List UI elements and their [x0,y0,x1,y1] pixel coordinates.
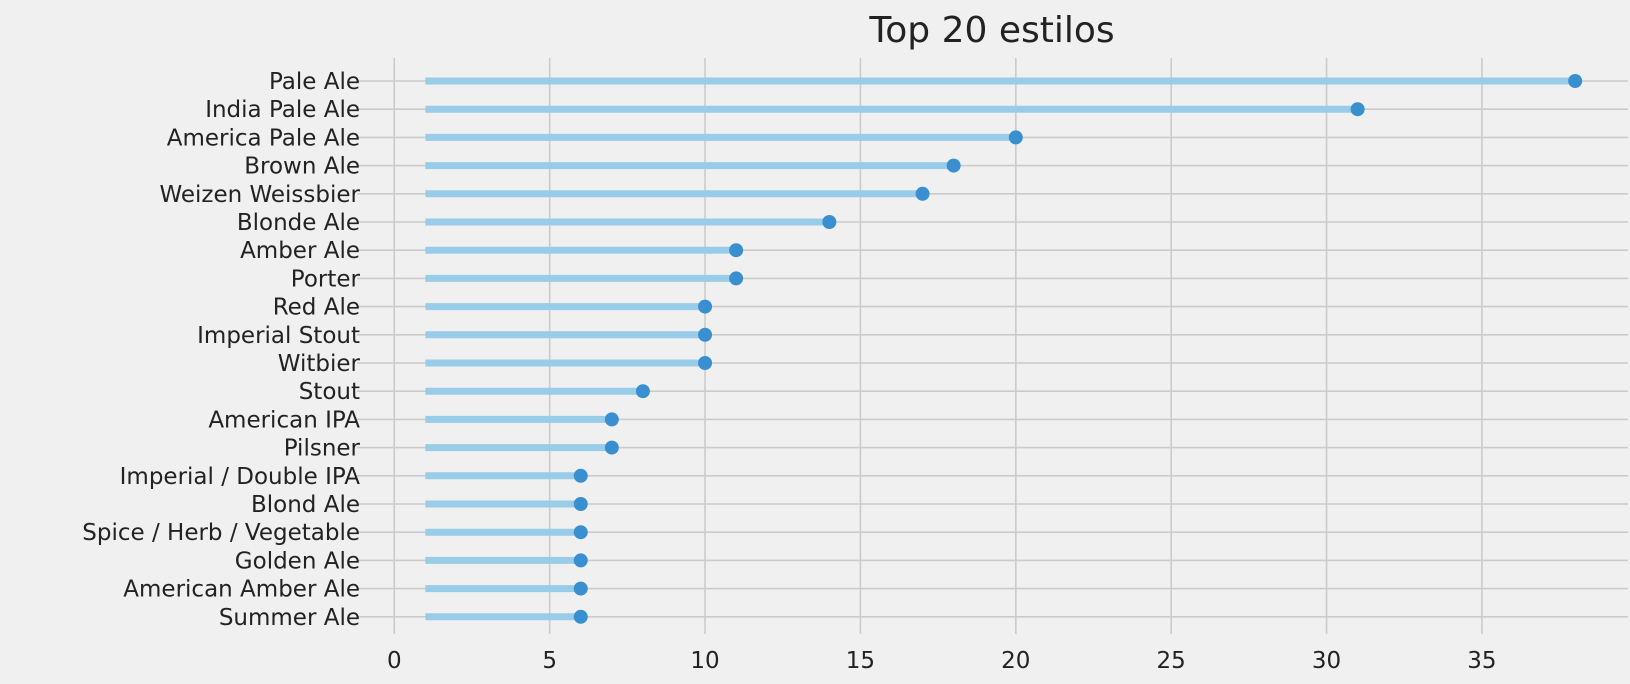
marker-18 [573,581,588,596]
category-label-16: Spice / Herb / Vegetable [82,520,360,546]
category-label-8: Red Ale [273,295,360,321]
x-tick-label-30: 30 [1312,648,1341,674]
category-label-18: American Amber Ale [123,577,360,603]
category-label-0: Pale Ale [269,69,360,95]
marker-4 [915,186,930,201]
x-tick-label-20: 20 [1001,648,1030,674]
x-tick-label-5: 5 [542,648,557,674]
category-label-14: Imperial / Double IPA [120,464,361,490]
marker-16 [573,525,588,540]
x-tick-label-15: 15 [846,648,875,674]
marker-8 [698,299,713,314]
category-label-9: Imperial Stout [197,323,360,349]
marker-9 [698,327,713,342]
x-tick-label-0: 0 [387,648,402,674]
marker-10 [698,356,713,370]
x-axis-ticks: 0 5 10 15 20 25 30 35 [387,648,1497,674]
category-label-13: Pilsner [284,436,361,462]
category-label-2: America Pale Ale [167,125,360,151]
category-label-19: Summer Ale [219,605,360,631]
markers [573,74,1583,624]
category-label-7: Porter [291,266,361,292]
category-label-12: American IPA [208,407,360,433]
x-tick-label-35: 35 [1467,648,1496,674]
marker-5 [822,215,837,229]
category-label-17: Golden Ale [235,548,360,574]
marker-3 [946,158,961,173]
marker-13 [604,440,619,455]
category-label-6: Amber Ale [240,238,360,264]
marker-12 [604,412,619,427]
category-label-3: Brown Ale [244,154,360,180]
marker-1 [1350,102,1365,117]
chart-title: Top 20 estilos [868,10,1114,51]
stems [425,77,1576,621]
marker-11 [635,384,650,399]
category-label-5: Blonde Ale [237,210,360,236]
x-tick-label-25: 25 [1157,648,1186,674]
category-label-15: Blond Ale [251,492,360,518]
category-label-4: Weizen Weissbier [159,182,360,208]
marker-0 [1568,74,1583,88]
marker-14 [573,468,588,483]
marker-15 [573,497,588,511]
x-tick-label-10: 10 [690,648,719,674]
marker-2 [1008,130,1023,145]
category-label-11: Stout [299,379,360,405]
marker-19 [573,609,588,624]
category-label-1: India Pale Ale [205,97,360,123]
category-label-10: Witbier [278,351,361,377]
marker-7 [729,271,744,286]
marker-6 [729,243,744,258]
marker-17 [573,553,588,568]
